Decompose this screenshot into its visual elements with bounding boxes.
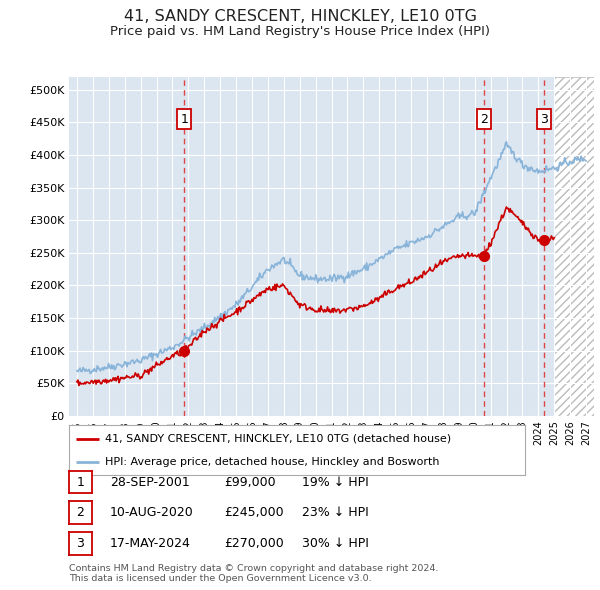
Text: £270,000: £270,000 <box>224 537 284 550</box>
Text: 41, SANDY CRESCENT, HINCKLEY, LE10 0TG: 41, SANDY CRESCENT, HINCKLEY, LE10 0TG <box>124 9 476 24</box>
Text: 41, SANDY CRESCENT, HINCKLEY, LE10 0TG (detached house): 41, SANDY CRESCENT, HINCKLEY, LE10 0TG (… <box>106 434 452 444</box>
Text: £99,000: £99,000 <box>224 476 275 489</box>
Text: 1: 1 <box>76 476 85 489</box>
Text: 23% ↓ HPI: 23% ↓ HPI <box>302 506 368 519</box>
Text: HPI: Average price, detached house, Hinckley and Bosworth: HPI: Average price, detached house, Hinc… <box>106 457 440 467</box>
Text: 2: 2 <box>480 113 488 126</box>
Text: Price paid vs. HM Land Registry's House Price Index (HPI): Price paid vs. HM Land Registry's House … <box>110 25 490 38</box>
Text: 3: 3 <box>76 537 85 550</box>
Text: 28-SEP-2001: 28-SEP-2001 <box>110 476 190 489</box>
Text: 3: 3 <box>540 113 548 126</box>
Text: 19% ↓ HPI: 19% ↓ HPI <box>302 476 368 489</box>
Text: 2: 2 <box>76 506 85 519</box>
Text: 17-MAY-2024: 17-MAY-2024 <box>110 537 191 550</box>
Text: 1: 1 <box>181 113 188 126</box>
Text: 30% ↓ HPI: 30% ↓ HPI <box>302 537 368 550</box>
Text: £245,000: £245,000 <box>224 506 283 519</box>
Text: Contains HM Land Registry data © Crown copyright and database right 2024.
This d: Contains HM Land Registry data © Crown c… <box>69 563 439 583</box>
Text: 10-AUG-2020: 10-AUG-2020 <box>110 506 194 519</box>
